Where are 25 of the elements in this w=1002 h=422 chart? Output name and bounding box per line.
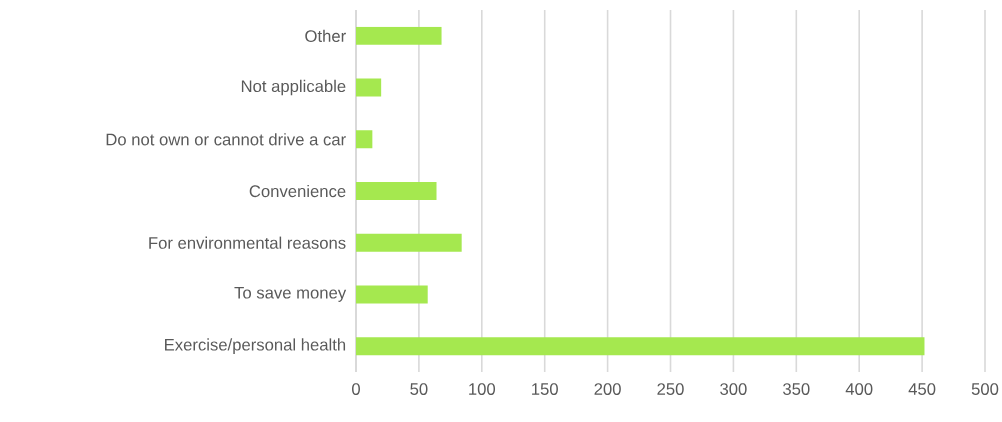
bar [356,337,925,356]
x-tick-label: 150 [532,383,558,395]
bar [356,182,437,201]
bar [356,233,462,252]
y-tick-label: Other [305,29,346,42]
bar [356,285,428,304]
x-tick-label: 0 [352,383,360,395]
y-tick-label: Convenience [249,184,346,198]
x-tick-label: 50 [410,383,428,395]
x-tick-label: 200 [594,383,621,395]
y-tick-label: For environmental reasons [149,236,346,249]
x-tick-label: 300 [720,383,747,395]
x-tick-label: 250 [657,383,684,395]
x-tick-label: 400 [845,383,873,395]
x-tick-label: 500 [971,383,999,395]
y-tick-label: Not applicable [241,79,346,96]
y-tick-label: To save money [234,286,347,302]
bar [356,26,442,45]
bar [356,130,373,149]
bar [356,78,382,97]
y-tick-label: Exercise/personal health [165,338,346,354]
x-tick-label: 100 [469,383,496,395]
x-tick-label: 450 [908,383,936,395]
y-tick-label: Do not own or cannot drive a car [106,133,346,146]
x-tick-label: 350 [783,383,810,395]
